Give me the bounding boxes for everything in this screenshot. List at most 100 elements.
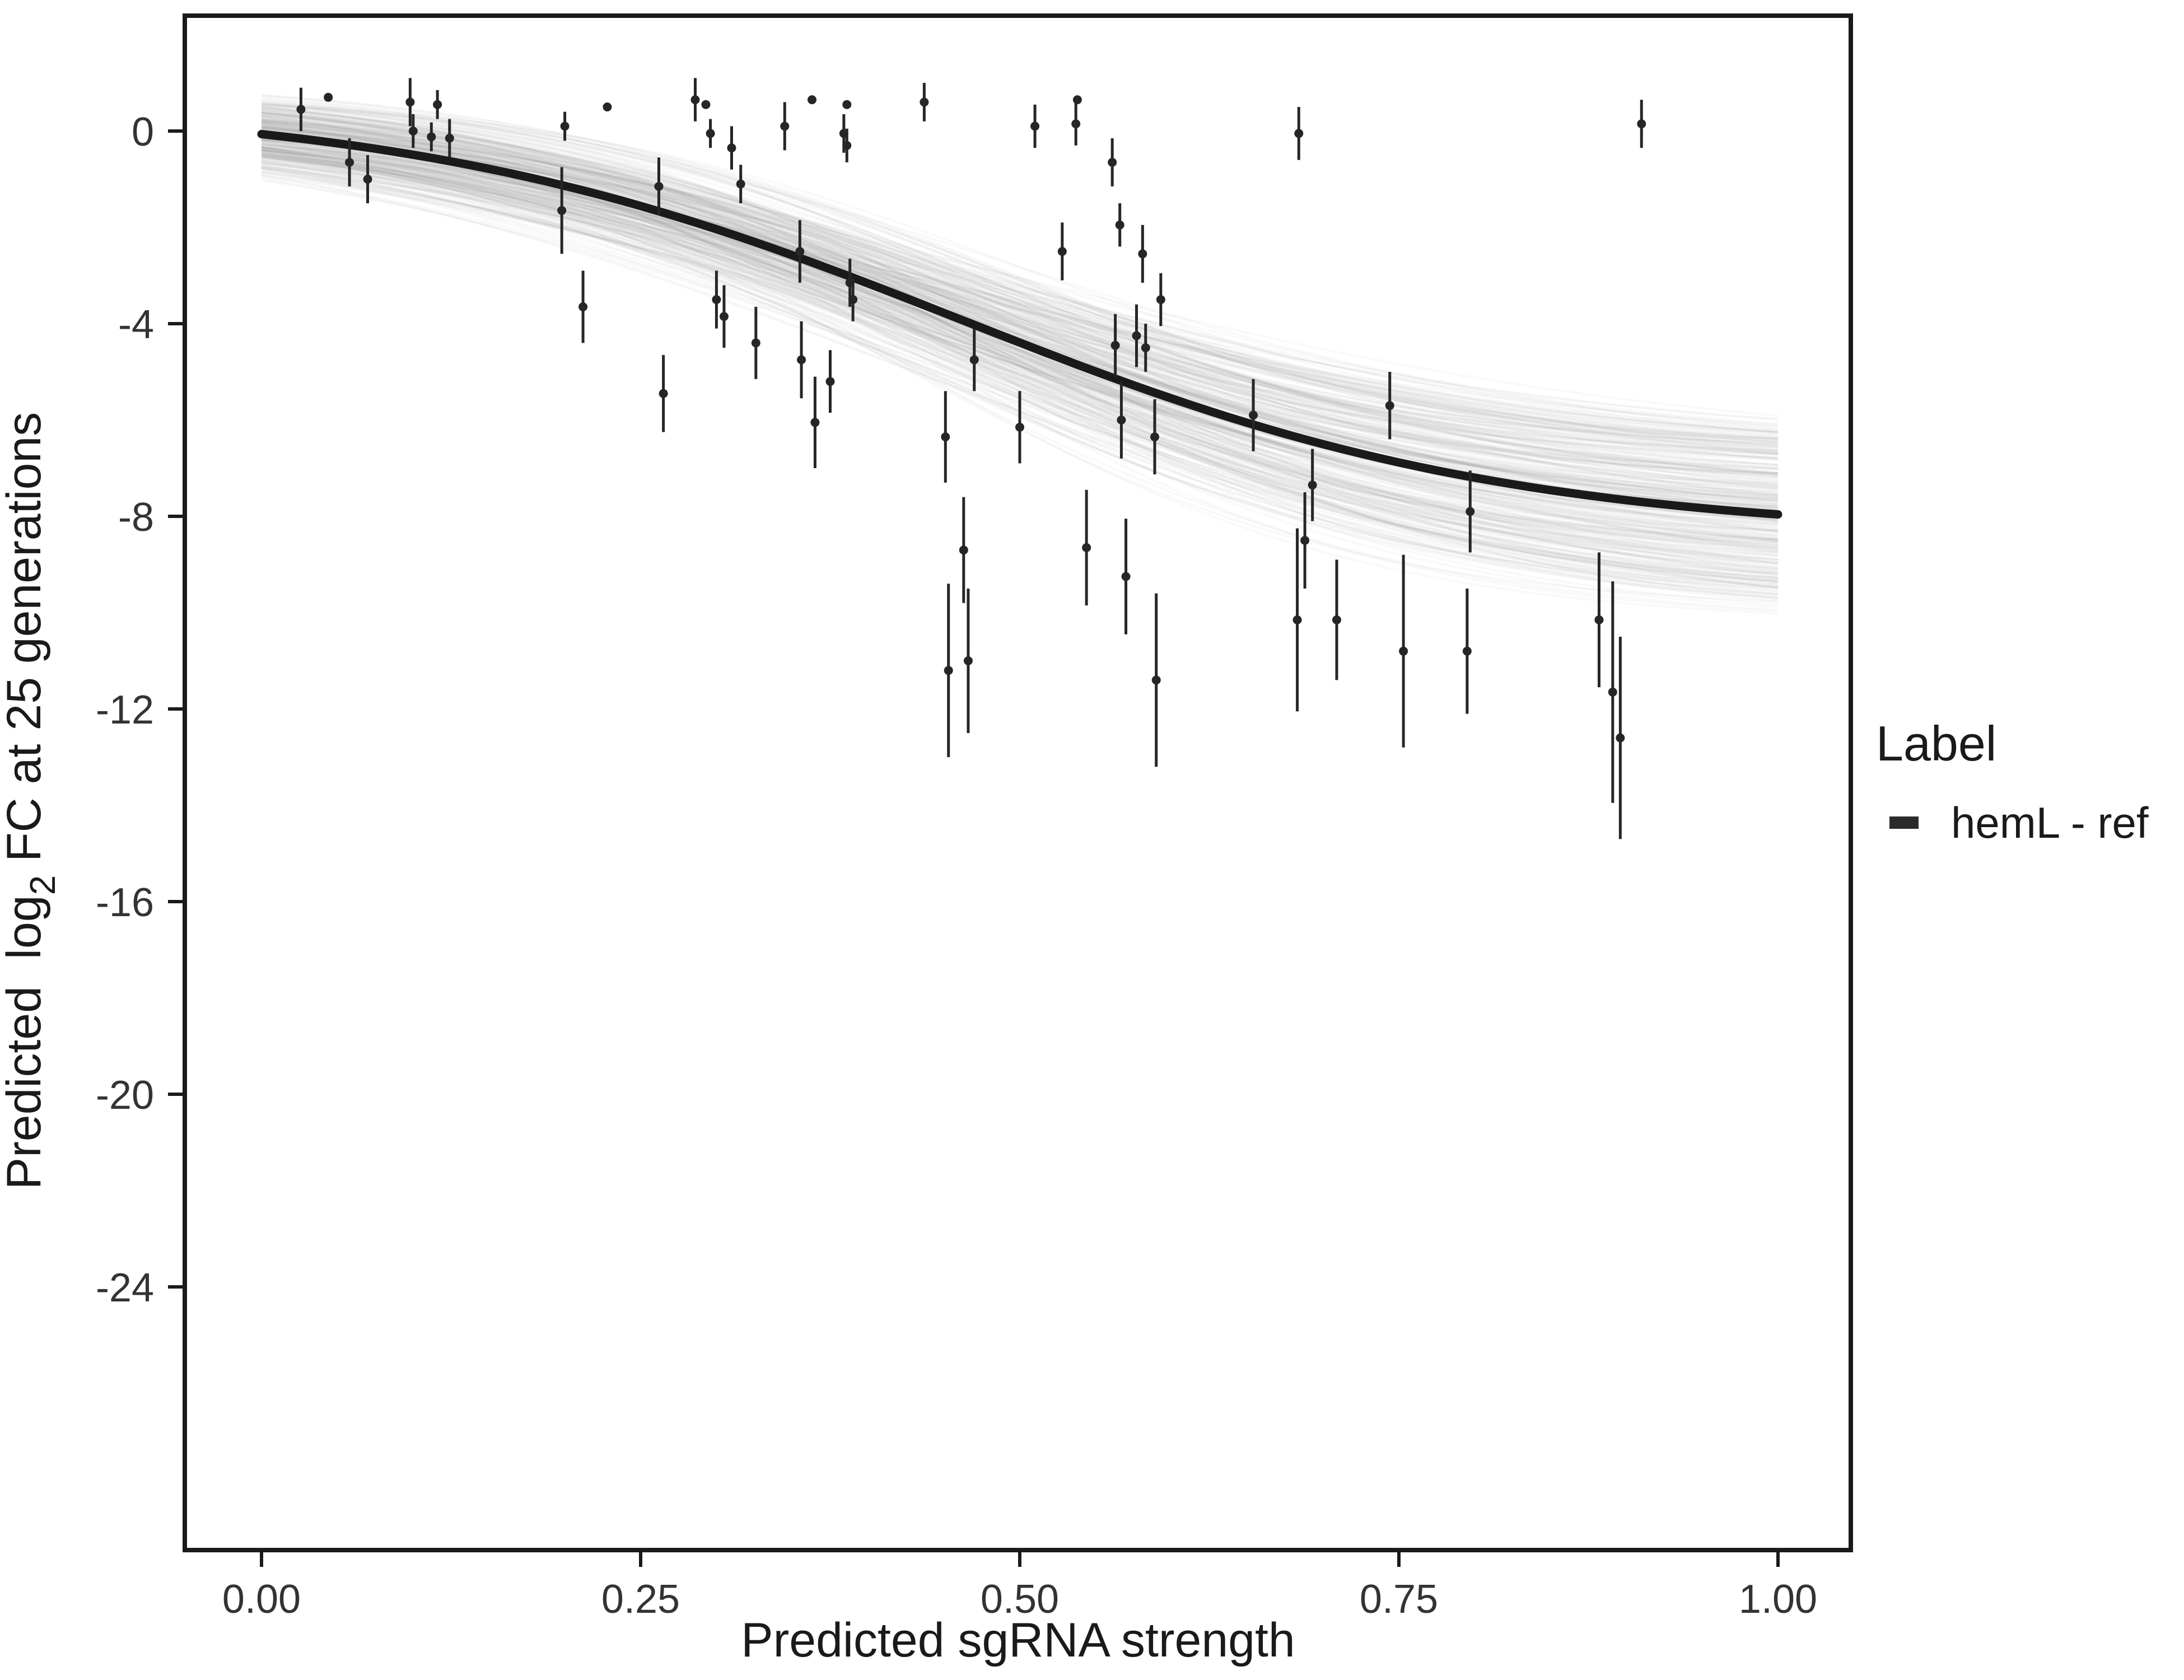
- posterior-draw-curve: [261, 155, 1779, 547]
- posterior-draw-curve: [261, 136, 1779, 417]
- posterior-draw-curve: [261, 120, 1779, 498]
- posterior-draw-curve: [261, 129, 1779, 542]
- data-point: [706, 129, 715, 138]
- posterior-draw-curve: [261, 124, 1779, 453]
- posterior-draw-curve: [261, 103, 1779, 455]
- data-point: [1030, 122, 1040, 131]
- data-point: [1110, 340, 1120, 350]
- posterior-draw-curve: [261, 106, 1779, 425]
- posterior-draw-curve: [261, 134, 1779, 574]
- posterior-draw-curve: [261, 108, 1779, 497]
- posterior-draw-curve: [261, 126, 1779, 478]
- fit-curve: [257, 130, 1782, 519]
- posterior-draw-curve: [261, 152, 1779, 470]
- posterior-draw-curve: [261, 105, 1779, 549]
- data-point: [1332, 615, 1341, 624]
- posterior-draw-curve: [261, 147, 1779, 557]
- data-point: [1608, 687, 1617, 697]
- data-point: [1082, 543, 1091, 552]
- posterior-draw-curve: [261, 136, 1779, 526]
- posterior-draw-curve: [261, 151, 1779, 496]
- x-axis: 0.00 0.25 0.50 0.75 1.00: [222, 1550, 1817, 1622]
- y-tick-label: 0: [132, 110, 154, 155]
- data-point: [578, 302, 588, 311]
- legend: Label hemL - ref: [1876, 716, 2149, 847]
- posterior-draw-curve: [261, 149, 1779, 584]
- posterior-draw-curve: [261, 110, 1779, 445]
- posterior-draw-curve: [261, 170, 1779, 552]
- posterior-draw-curve: [261, 148, 1779, 541]
- posterior-draw-curve: [261, 109, 1779, 548]
- data-point: [810, 418, 820, 427]
- y-tick-label: -20: [96, 1073, 154, 1118]
- posterior-draw-curve: [261, 104, 1779, 441]
- x-tick-label: 0.00: [222, 1577, 301, 1622]
- data-point: [408, 127, 418, 136]
- posterior-draw-curve: [261, 120, 1779, 428]
- data-point: [1115, 220, 1124, 230]
- posterior-draw-curve: [261, 108, 1779, 575]
- posterior-draw-curve: [261, 112, 1779, 545]
- posterior-draw-curve: [261, 127, 1779, 474]
- posterior-draw-curve: [261, 132, 1779, 479]
- posterior-draw-curve: [261, 105, 1779, 451]
- data-point: [345, 157, 354, 167]
- posterior-draw-curve: [261, 151, 1779, 542]
- posterior-draw-curve: [261, 115, 1779, 502]
- posterior-draw-curve: [261, 120, 1779, 600]
- posterior-draw-curve: [261, 127, 1779, 466]
- x-axis-title: Predicted sgRNA strength: [741, 1613, 1295, 1667]
- data-point: [736, 179, 745, 189]
- data-point: [1462, 646, 1472, 656]
- posterior-draw-curve: [261, 114, 1779, 444]
- posterior-draw-curve: [261, 149, 1779, 445]
- posterior-draw-curve: [261, 116, 1779, 443]
- posterior-draw-curve: [261, 134, 1779, 565]
- posterior-draw-curve: [261, 122, 1779, 571]
- data-point: [959, 545, 968, 555]
- posterior-draw-curve: [261, 148, 1779, 561]
- posterior-draw-curve: [261, 129, 1779, 562]
- posterior-draw-curve: [261, 115, 1779, 583]
- posterior-draw-curve: [261, 118, 1779, 532]
- data-point: [659, 389, 668, 398]
- data-point: [296, 105, 306, 114]
- data-point: [1151, 675, 1161, 685]
- y-axis-title-subscript: 2: [22, 875, 63, 895]
- data-point: [427, 132, 436, 142]
- data-point: [324, 92, 333, 102]
- posterior-draw-curve: [261, 125, 1779, 431]
- posterior-draw-curve: [261, 153, 1779, 460]
- posterior-draw-curve: [261, 133, 1779, 456]
- data-point: [654, 181, 664, 191]
- posterior-draw-curve: [261, 154, 1779, 428]
- posterior-draw-curve: [261, 112, 1779, 461]
- posterior-draw-curve: [261, 133, 1779, 440]
- data-point: [1121, 572, 1131, 581]
- posterior-draw-curve: [261, 138, 1779, 459]
- posterior-draw-curve: [261, 104, 1779, 557]
- posterior-draw-curve: [261, 166, 1779, 526]
- data-point: [808, 95, 817, 105]
- x-tick-label: 0.25: [601, 1577, 680, 1622]
- posterior-draw-curve: [261, 111, 1779, 494]
- data-point: [1249, 410, 1258, 420]
- posterior-draw-curve: [261, 147, 1779, 541]
- posterior-draw-curve: [261, 158, 1779, 524]
- posterior-draw-curve: [261, 152, 1779, 480]
- posterior-draw-curve: [261, 166, 1779, 537]
- posterior-draw-curve: [261, 94, 1779, 440]
- posterior-draw-curve: [261, 146, 1779, 483]
- posterior-draw-curve: [261, 127, 1779, 496]
- posterior-draw-curve: [261, 125, 1779, 466]
- data-point: [557, 206, 567, 215]
- posterior-draw-curve: [261, 148, 1779, 532]
- posterior-draw-curve: [261, 120, 1779, 452]
- posterior-draw-curve: [261, 111, 1779, 476]
- posterior-draw-curve: [261, 153, 1779, 575]
- posterior-draw-curve: [261, 138, 1779, 592]
- posterior-draw-curve: [261, 119, 1779, 478]
- posterior-draw-curve: [261, 129, 1779, 508]
